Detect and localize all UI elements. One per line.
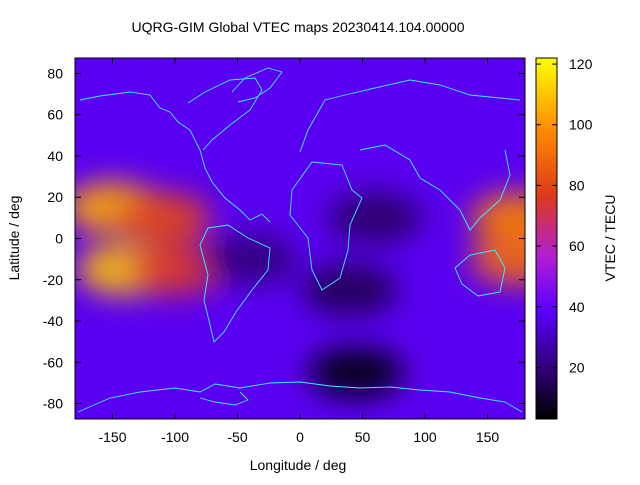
coastlines	[77, 67, 523, 413]
x-tick-label: 100	[413, 429, 437, 445]
colorbar: 120 100 80 60 40 20	[535, 56, 593, 420]
y-tick-label: -40	[43, 313, 63, 329]
colorbar-tick-label: 80	[569, 177, 585, 193]
y-tick-label: -60	[43, 354, 63, 370]
colorbar-tick-label: 100	[569, 117, 593, 133]
vtec-feature	[308, 346, 405, 399]
vtec-feature	[202, 233, 298, 286]
x-tick-label: 0	[296, 429, 304, 445]
vtec-feature	[114, 191, 211, 244]
vtec-feature	[470, 191, 525, 244]
y-tick-label: -80	[43, 396, 63, 412]
colorbar-tick-label: 40	[569, 299, 585, 315]
vtec-feature	[127, 243, 223, 296]
x-tick-label: -50	[227, 429, 247, 445]
colorbar-tick-label: 20	[569, 359, 585, 375]
y-tick-label: 20	[47, 189, 63, 205]
colorbar-label: VTEC / TECU	[602, 195, 618, 282]
x-axis: -150 -100 -50 0 50 100 150	[98, 58, 499, 445]
x-tick-label: 150	[476, 429, 500, 445]
x-axis-label: Longitude / deg	[250, 457, 347, 473]
colorbar-tick-label: 60	[569, 238, 585, 254]
y-axis: 80 60 40 20 0 -20 -40 -60 -80	[43, 65, 525, 412]
y-tick-label: 80	[47, 65, 63, 81]
colorbar-tick-label: 120	[569, 56, 593, 72]
x-tick-label: -100	[161, 429, 189, 445]
colorbar-ticks: 120 100 80 60 40 20	[536, 56, 593, 375]
y-tick-label: 40	[47, 148, 63, 164]
y-axis-label: Latitude / deg	[6, 196, 22, 281]
vtec-feature	[302, 264, 398, 317]
chart-title: UQRG-GIM Global VTEC maps 20230414.104.0…	[131, 19, 464, 35]
y-tick-label: -20	[43, 272, 63, 288]
vtec-feature	[470, 233, 525, 286]
x-tick-label: 50	[355, 429, 371, 445]
colorbar-gradient	[535, 57, 558, 420]
vtec-feature	[327, 191, 423, 244]
vtec-heatmap	[75, 58, 525, 419]
y-tick-label: 0	[55, 231, 63, 247]
y-tick-label: 60	[47, 107, 63, 123]
x-tick-label: -150	[98, 429, 126, 445]
